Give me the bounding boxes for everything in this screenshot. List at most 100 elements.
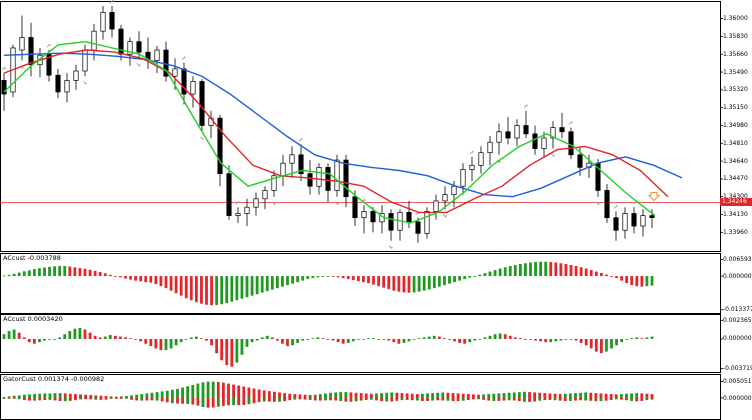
gator-bar-up [293,398,297,400]
gator-bar-down [99,398,103,400]
fractal-up-icon [613,205,618,209]
candle-up [100,11,106,32]
histogram-bar-down [93,270,97,277]
gator-bar-up [48,398,52,400]
gator-bar-down [191,398,195,405]
gator-bar-down [114,398,118,399]
histogram-bar-down [288,393,292,398]
candle-down [136,41,142,53]
histogram-bar-up [432,276,436,289]
gator-bar-down [533,398,537,402]
gator-bar-down [165,398,169,403]
gator-bar-up [232,398,236,406]
histogram-bar-down [88,332,92,339]
candle-up [478,152,484,166]
histogram-bar-down [321,338,325,339]
gator-bar-up [477,398,480,400]
histogram-bar-down [278,392,281,398]
candle-down [343,159,349,198]
gator-bar-down [502,398,506,401]
histogram-bar-up [512,392,516,398]
histogram-bar-up [220,276,224,305]
gator-bar-down [466,398,470,401]
histogram-bar-up [362,338,365,340]
histogram-bar-up [140,394,144,398]
histogram-bar-up [488,335,492,339]
histogram-bar-down [614,394,618,398]
gator-bar-down [227,398,230,406]
gator-bar-down [635,398,639,402]
gator-bar-up [599,398,603,402]
y-tick-label: 1.35490 [723,68,748,76]
fractal-up-icon [469,150,474,155]
histogram-bar-up [625,338,629,340]
histogram-bar-up [38,338,41,343]
gator-bar-down [344,398,348,402]
gator-bar-down [160,398,164,402]
histogram-bar-up [645,276,649,287]
histogram-bar-up [265,276,269,292]
gator-bar-up [354,398,358,402]
gator-bar-down [273,398,276,402]
histogram-bar-up [206,381,210,398]
histogram-bar-down [640,276,644,287]
gator-bar-down [375,398,378,401]
histogram-bar-down [538,392,542,398]
histogram-bar-up [130,395,133,398]
histogram-bar-up [176,388,179,398]
histogram-bar-up [422,276,426,291]
y-tick-label: 1.33960 [723,228,748,236]
histogram-bar-up [645,337,649,339]
histogram-bar-down [377,338,381,340]
histogram-bar-down [179,276,183,296]
histogram-bar-up [164,338,168,351]
histogram-bar-up [487,394,491,398]
histogram-bar-down [356,276,360,282]
histogram-bar-down [395,392,399,398]
gator-bar-down [395,398,399,401]
histogram-bar-up [625,393,628,398]
candle-down [199,81,205,126]
candle-up [460,169,466,187]
histogram-bar-down [397,338,401,344]
candle-up [433,200,439,212]
histogram-bar-up [483,337,487,339]
histogram-bar-up [265,335,269,339]
histogram-bar-down [252,388,256,398]
histogram-bar-down [94,395,98,398]
histogram-bar-up [375,393,378,398]
gator-bar-up [125,398,128,399]
histogram-bar-down [232,384,236,398]
histogram-bar-down [392,276,396,291]
candle-down [307,173,313,187]
histogram-bar-down [200,338,203,339]
histogram-bar-up [453,276,456,283]
histogram-bar-down [129,338,132,339]
gator-bar-down [574,398,577,401]
histogram-bar-up [245,338,249,347]
histogram-bar-up [559,338,563,341]
histogram-bar-down [108,274,112,277]
fractal-up-icon [568,121,573,125]
histogram-bar-down [210,338,213,346]
gator-bar-down [318,398,322,401]
histogram-bar-down [405,393,409,398]
histogram-bar-down [518,338,522,339]
histogram-bar-down [589,392,593,398]
candle-down [505,131,511,139]
gator-bar-down [594,398,598,402]
histogram-bar-down [579,338,583,343]
histogram-bar-down [466,394,470,398]
fractal-up-icon [298,138,303,142]
gator-bar-up [553,398,557,401]
histogram-bar-up [503,267,507,277]
histogram-bar-up [367,338,370,339]
histogram-bar-up [7,396,11,398]
histogram-bar-up [508,266,512,277]
gator-bar-down [237,398,241,406]
histogram-bar-up [568,393,572,398]
histogram-bar-down [605,274,608,277]
fractal-up-icon [109,0,114,4]
gator-bar-down [543,398,547,401]
histogram-bar-down [392,338,396,343]
